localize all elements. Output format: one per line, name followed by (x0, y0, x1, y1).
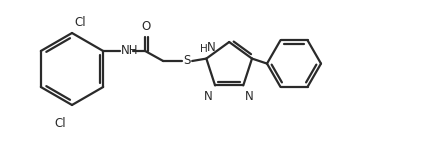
Text: O: O (142, 20, 151, 33)
Text: N: N (204, 90, 213, 103)
Text: N: N (245, 90, 254, 103)
Text: N: N (207, 41, 216, 54)
Text: S: S (184, 54, 191, 68)
Text: Cl: Cl (74, 16, 86, 29)
Text: NH: NH (121, 44, 139, 57)
Text: Cl: Cl (54, 117, 66, 130)
Text: H: H (200, 44, 208, 54)
